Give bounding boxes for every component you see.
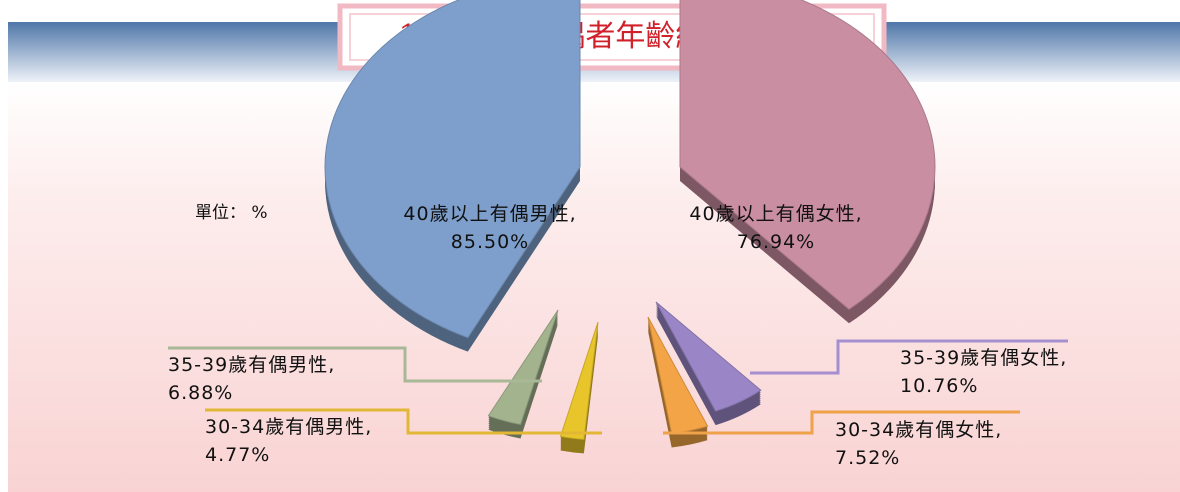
- leader-line: [205, 408, 602, 435]
- data-label-line: 76.94%: [737, 231, 815, 253]
- body-bg: [8, 82, 1180, 492]
- data-label-line: 85.50%: [451, 231, 529, 253]
- data-label-line: 10.76%: [900, 375, 978, 397]
- leader-line: [663, 410, 1020, 435]
- slice: [559, 321, 599, 440]
- slice: [487, 309, 559, 426]
- slice: [655, 301, 762, 412]
- data-label-line: 40歲以上有偶男性,: [403, 203, 576, 225]
- data-label-line: 35-39歲有偶女性,: [900, 347, 1067, 369]
- leader-line: [168, 346, 542, 383]
- leader-lines: [168, 339, 1068, 435]
- data-label: 35-39歲有偶男性, 6.88%: [168, 354, 335, 404]
- leader-line: [750, 339, 1068, 375]
- slice: [679, 0, 936, 310]
- data-label: 40歲以上有偶男性, 85.50%: [403, 203, 576, 253]
- data-label: 30-34歲有偶男性, 4.77%: [205, 416, 372, 466]
- data-label-line: 4.77%: [205, 444, 270, 466]
- data-label: 35-39歲有偶女性, 10.76%: [900, 347, 1067, 397]
- data-label-line: 6.88%: [168, 382, 233, 404]
- slice: [324, 0, 581, 339]
- pie: [324, 0, 936, 454]
- data-label-line: 35-39歲有偶男性,: [168, 354, 335, 376]
- data-label-line: 30-34歲有偶女性,: [835, 419, 1002, 441]
- data-label: 30-34歲有偶女性, 7.52%: [835, 419, 1002, 469]
- data-label: 40歲以上有偶女性, 76.94%: [689, 203, 862, 253]
- data-label-line: 30-34歲有偶男性,: [205, 416, 372, 438]
- data-label-line: 40歲以上有偶女性,: [689, 203, 862, 225]
- unit-label: 單位： %: [195, 203, 268, 223]
- data-label-line: 7.52%: [835, 447, 900, 469]
